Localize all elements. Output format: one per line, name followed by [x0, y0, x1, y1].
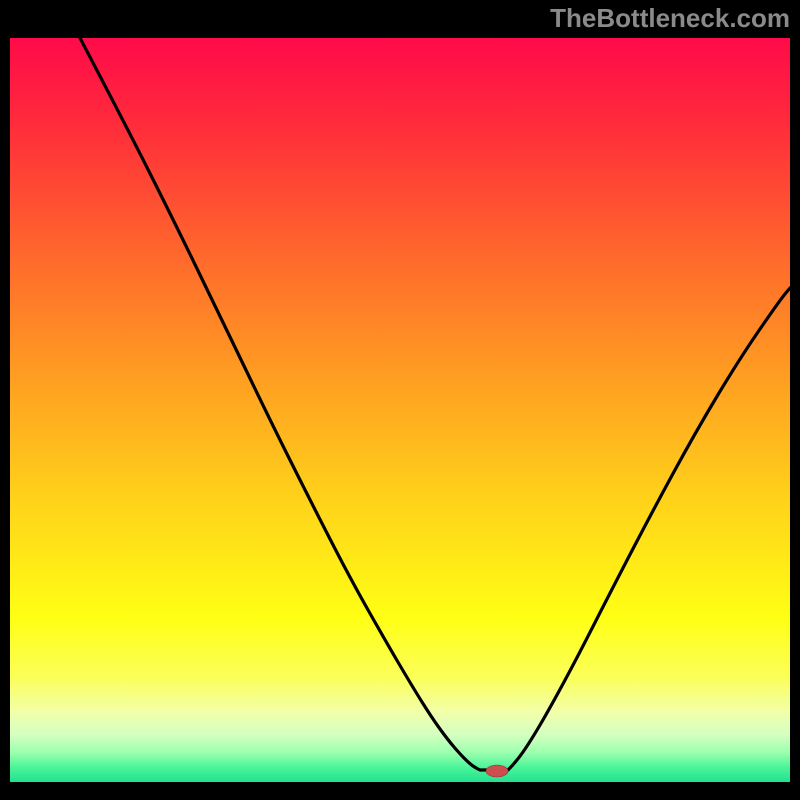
chart-svg	[10, 38, 790, 782]
watermark-text: TheBottleneck.com	[550, 3, 790, 34]
chart-background-gradient	[10, 38, 790, 782]
optimal-marker	[486, 765, 508, 777]
chart-plot-area	[10, 38, 790, 782]
